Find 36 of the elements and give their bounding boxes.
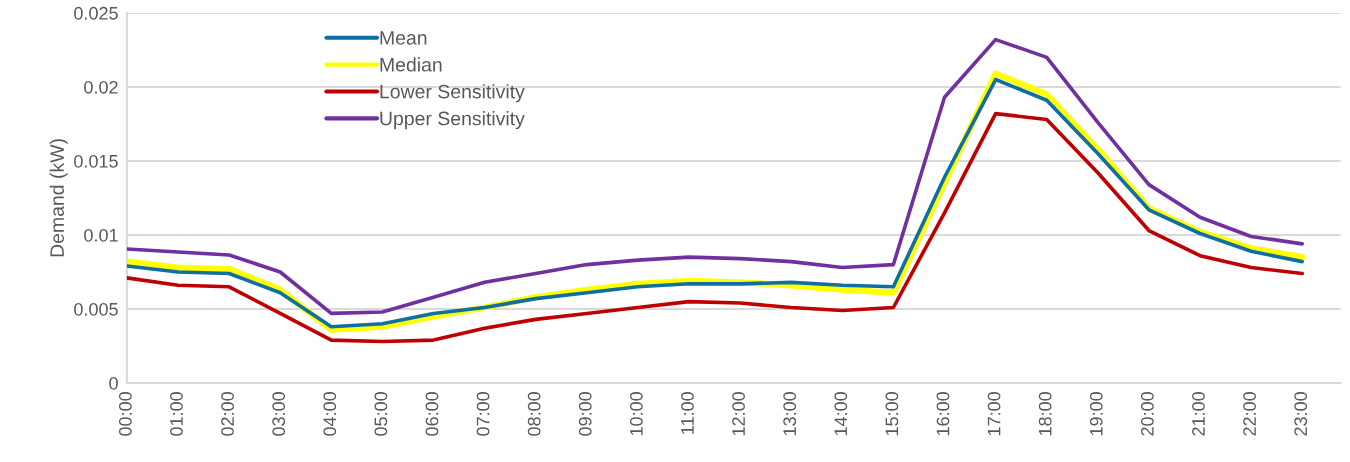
y-tick-label: 0 (109, 376, 118, 390)
legend-label: Lower Sensitivity (380, 84, 525, 103)
x-tick-label: 05:00 (374, 392, 388, 436)
x-tick-label: 02:00 (221, 392, 234, 436)
legend-label: Median (380, 57, 442, 72)
x-tick-label: 07:00 (476, 392, 490, 436)
x-tick-label: 21:00 (1192, 392, 1205, 436)
line-series (126, 111, 1305, 344)
x-tick-label: 08:00 (527, 392, 541, 436)
x-tick-label: 18:00 (1038, 392, 1052, 436)
x-tick-label: 03:00 (272, 392, 286, 436)
x-tick-label: 15:00 (885, 392, 899, 436)
x-tick-label: 06:00 (425, 392, 439, 436)
x-tick-label: 10:00 (629, 392, 643, 436)
x-tick-label: 22:00 (1243, 392, 1256, 436)
legend-label: Mean (380, 31, 427, 45)
x-tick-label: 13:00 (783, 392, 797, 436)
x-tick-label: 04:00 (323, 392, 337, 436)
y-axis-title: Demand (kW) (49, 139, 68, 257)
x-tick-label: 11:00 (681, 392, 694, 434)
y-tick-label: 0.005 (74, 302, 118, 316)
x-tick-label: 01:00 (170, 392, 183, 436)
x-tick-label: 17:00 (987, 392, 1001, 436)
x-tick-label: 00:00 (118, 392, 132, 436)
x-tick-label: 23:00 (1294, 392, 1308, 436)
x-tick-label: 12:00 (732, 392, 745, 436)
x-tick-label: 16:00 (936, 392, 950, 436)
y-tick-label: 0.02 (84, 80, 118, 94)
x-tick-label: 20:00 (1140, 392, 1154, 436)
legend-label: Upper Sensitivity (380, 111, 525, 130)
y-tick-label: 0.01 (84, 228, 118, 242)
x-tick-label: 19:00 (1089, 392, 1103, 436)
y-tick-label: 0.015 (74, 154, 118, 168)
x-tick-label: 09:00 (578, 392, 592, 436)
x-tick-label: 14:00 (834, 392, 848, 436)
y-tick-label: 0.025 (74, 6, 118, 20)
